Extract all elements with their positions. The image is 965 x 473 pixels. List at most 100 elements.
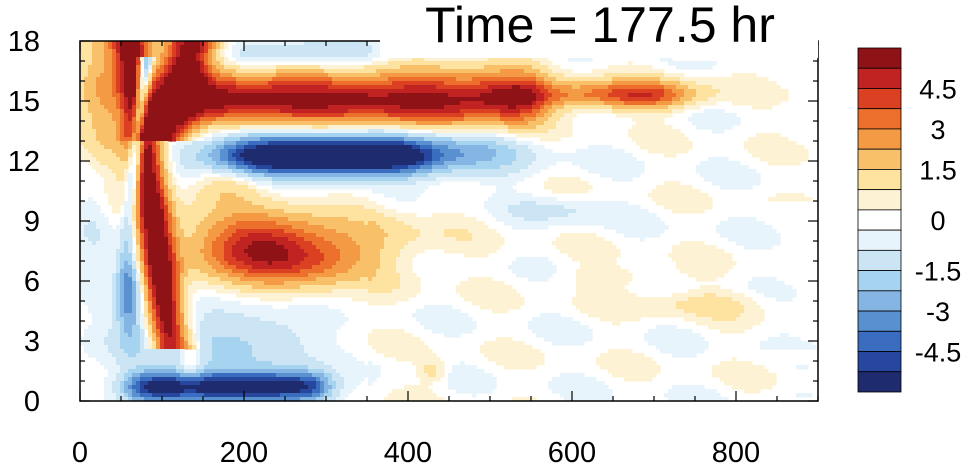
heatmap-cell <box>204 57 209 62</box>
heatmap-cell <box>236 161 245 166</box>
heatmap-cell <box>200 373 213 378</box>
heatmap-cell <box>232 49 241 54</box>
heatmap-cell <box>712 181 761 186</box>
heatmap-cell <box>556 237 605 242</box>
heatmap-cell <box>136 261 141 266</box>
heatmap-cell <box>208 281 233 286</box>
heatmap-cell <box>196 357 201 362</box>
heatmap-cell <box>676 65 713 70</box>
heatmap-cell <box>212 357 257 362</box>
heatmap-cell <box>176 329 181 334</box>
heatmap-cell <box>168 185 177 190</box>
heatmap-cell <box>368 289 393 294</box>
heatmap-cell <box>564 113 577 118</box>
y-tick-label: 9 <box>24 206 40 238</box>
heatmap-cell <box>104 145 125 150</box>
heatmap-cell <box>92 121 117 126</box>
heatmap-cell <box>120 297 125 302</box>
heatmap-cell <box>628 93 653 98</box>
heatmap-cell <box>128 117 133 122</box>
heatmap-cell <box>748 149 809 154</box>
heatmap-cell <box>236 193 261 198</box>
heatmap-cell <box>276 241 297 246</box>
heatmap-cell <box>80 101 89 106</box>
heatmap-cell <box>140 209 145 214</box>
heatmap-cell <box>128 185 133 190</box>
heatmap-cell <box>168 217 173 222</box>
heatmap-cell <box>152 57 157 62</box>
heatmap-cell <box>104 337 121 342</box>
heatmap-cell <box>200 341 213 346</box>
heatmap-cell <box>208 49 213 54</box>
heatmap-cell <box>140 281 145 286</box>
heatmap-cell <box>172 145 185 150</box>
heatmap-cell <box>236 141 249 146</box>
heatmap-cell <box>180 133 185 138</box>
heatmap-cell <box>104 181 125 186</box>
heatmap-cell <box>120 325 125 330</box>
heatmap-cell <box>308 385 317 390</box>
heatmap-cell <box>392 289 421 294</box>
heatmap-cell <box>136 125 141 130</box>
heatmap-cell <box>320 249 341 254</box>
heatmap-cell <box>136 217 141 222</box>
heatmap-cell <box>136 113 141 118</box>
heatmap-cell <box>148 389 185 394</box>
heatmap-cell <box>760 341 813 346</box>
heatmap-cell <box>200 57 205 62</box>
heatmap-cell <box>136 133 141 138</box>
heatmap-cell <box>676 85 689 90</box>
heatmap-cell <box>368 341 425 346</box>
heatmap-cell <box>432 213 465 218</box>
heatmap-cell <box>172 57 177 62</box>
heatmap-cell <box>212 157 221 162</box>
heatmap-cell <box>168 233 173 238</box>
heatmap-cell <box>156 329 161 334</box>
heatmap-cell <box>256 145 413 150</box>
heatmap-cell <box>172 69 201 74</box>
heatmap-cell <box>632 137 689 142</box>
heatmap-cell <box>148 253 169 258</box>
heatmap-cell <box>80 277 113 282</box>
heatmap-cell <box>104 381 113 386</box>
heatmap-cell <box>168 65 173 70</box>
heatmap-cell <box>92 53 105 58</box>
heatmap-cell <box>484 65 533 70</box>
heatmap-cell <box>192 341 197 346</box>
heatmap-cell <box>168 201 173 206</box>
heatmap-cell <box>152 93 369 98</box>
heatmap-cell <box>92 153 117 158</box>
heatmap-cell <box>132 145 137 150</box>
heatmap-cell <box>156 61 161 66</box>
heatmap-cell <box>176 309 181 314</box>
heatmap-cell <box>196 389 301 394</box>
colorbar-swatch <box>857 88 902 110</box>
heatmap-cell <box>124 385 129 390</box>
heatmap-cell <box>112 57 117 62</box>
heatmap-cell <box>120 245 125 250</box>
heatmap-cell <box>196 181 213 186</box>
heatmap-cell <box>296 241 313 246</box>
heatmap-cell <box>240 237 289 242</box>
heatmap-cell <box>120 53 141 58</box>
heatmap-cell <box>532 57 549 62</box>
heatmap-cell <box>324 253 341 258</box>
heatmap-cell <box>168 169 173 174</box>
heatmap-cell <box>176 289 181 294</box>
heatmap-cell <box>144 253 149 258</box>
heatmap-cell <box>136 101 141 106</box>
heatmap-cell <box>324 361 365 366</box>
heatmap-cell <box>424 369 437 374</box>
heatmap-cell <box>324 237 353 242</box>
heatmap-cell <box>156 141 161 146</box>
heatmap-cell <box>100 237 121 242</box>
heatmap-cell <box>188 337 193 342</box>
heatmap-cell <box>120 57 137 62</box>
heatmap-cell <box>156 293 173 298</box>
heatmap-cell <box>332 393 341 398</box>
heatmap-cell <box>440 65 485 70</box>
heatmap-cell <box>88 65 105 70</box>
heatmap-cell <box>524 69 541 74</box>
heatmap-cell <box>176 305 181 310</box>
heatmap-cell <box>188 309 193 314</box>
